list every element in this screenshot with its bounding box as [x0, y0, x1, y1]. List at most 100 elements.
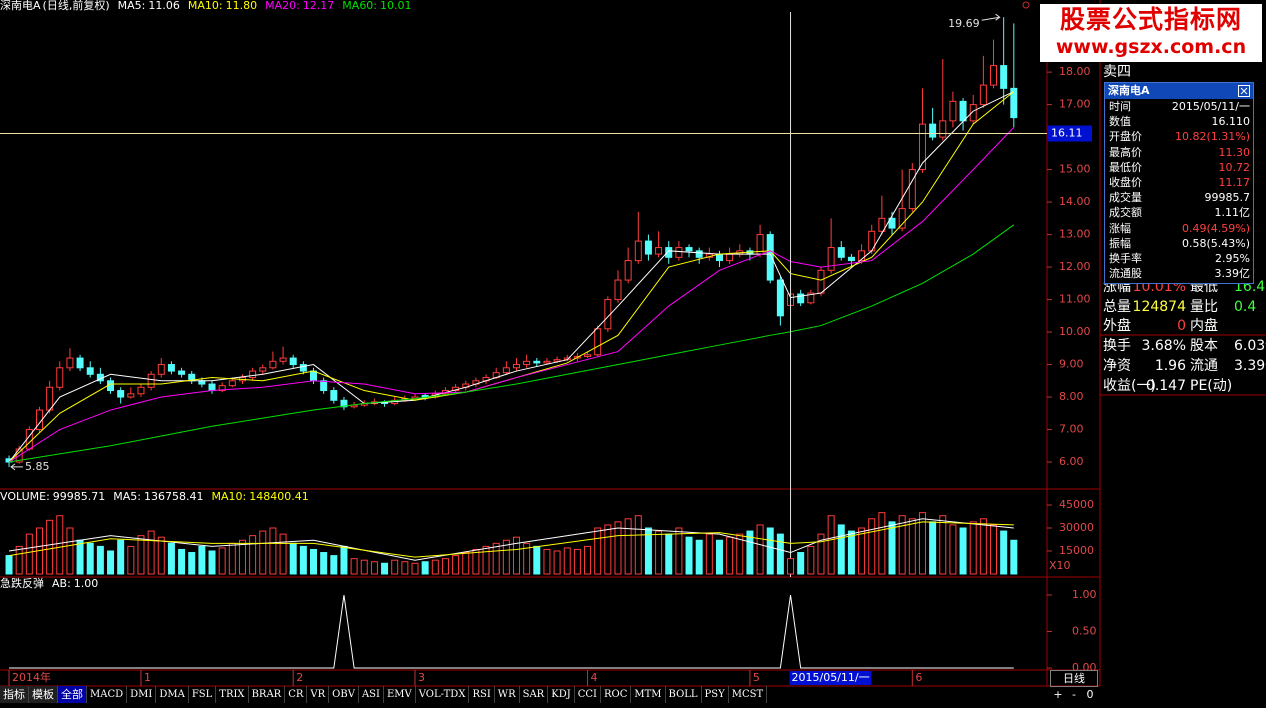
volume-bar	[431, 559, 439, 575]
toolbar-item[interactable]: PSY	[702, 686, 729, 703]
popup-value: 1.11亿	[1214, 206, 1251, 220]
candle-body	[157, 364, 165, 375]
toolbar-item[interactable]: SAR	[520, 686, 549, 703]
candle-body	[939, 120, 947, 138]
quote-label: 总量	[1103, 298, 1131, 315]
volume-bar	[979, 518, 987, 575]
popup-row: 涨幅 0.49(4.59%)	[1105, 221, 1253, 236]
popup-row: 最高价 11.30	[1105, 145, 1253, 160]
toolbar-item[interactable]: OBV	[329, 686, 359, 703]
quote-label: 股本	[1190, 338, 1218, 355]
candle-body	[685, 247, 693, 252]
candle-body	[766, 234, 774, 281]
candle-body	[86, 367, 94, 375]
volume-bar	[644, 527, 652, 575]
x-tick-label: 2	[296, 671, 303, 684]
popup-row: 收盘价 11.17	[1105, 175, 1253, 190]
y-tick-label: 14.00	[1059, 195, 1091, 208]
y-tick-label: 12.00	[1059, 260, 1091, 273]
toolbar-item[interactable]: BRAR	[249, 686, 286, 703]
panel-header: 急跌反弹 AB: 1.00	[0, 576, 98, 590]
candle-body	[310, 370, 318, 382]
popup-label: 最低价	[1109, 160, 1142, 174]
toolbar-item[interactable]: CCI	[575, 686, 601, 703]
toolbar-item[interactable]: EMV	[384, 686, 416, 703]
toolbar-item[interactable]: MTM	[631, 686, 666, 703]
period-button[interactable]: 日线	[1050, 670, 1098, 687]
chart-subtitle: (日线,前复权)	[43, 0, 110, 12]
volume-bar	[959, 527, 967, 575]
candle-body	[330, 390, 338, 401]
close-button[interactable]	[1238, 85, 1250, 97]
toolbar-item[interactable]: MACD	[87, 686, 128, 703]
popup-label: 收盘价	[1109, 175, 1142, 189]
candle-body	[279, 357, 287, 362]
toolbar-item[interactable]: DMI	[127, 686, 157, 703]
volume-bar	[563, 547, 571, 575]
y-tick-label: 10.00	[1059, 325, 1091, 338]
quote-label: 换手	[1103, 338, 1131, 355]
toolbar-item[interactable]: 指标	[0, 686, 29, 703]
toolbar-item[interactable]: MCST	[729, 686, 768, 703]
toolbar-item[interactable]: ROC	[601, 686, 632, 703]
candle-body	[878, 217, 886, 232]
candle-body	[655, 247, 663, 255]
toolbar-item[interactable]: VOL-TDX	[416, 686, 470, 703]
popup-row: 最低价 10.72	[1105, 160, 1253, 175]
toolbar-item[interactable]: KDJ	[548, 686, 575, 703]
popup-value: 11.17	[1218, 175, 1251, 189]
volume-bar	[969, 521, 977, 575]
zoom-buttons: + -0	[1050, 688, 1098, 701]
toolbar-item[interactable]: WR	[495, 686, 520, 703]
zoom-button[interactable]: +	[1053, 688, 1063, 701]
volume-bar	[492, 542, 500, 575]
toolbar-item[interactable]: DMA	[156, 686, 189, 703]
toolbar-item[interactable]: BOLL	[666, 686, 702, 703]
popup-label: 换手率	[1109, 251, 1142, 265]
volume-ma-line	[8, 521, 1014, 558]
legend-value: 136758.41	[144, 490, 204, 503]
popup-title: 深南电A	[1108, 84, 1150, 97]
toolbar-item[interactable]: TRIX	[216, 686, 249, 703]
toolbar-item[interactable]: FSL	[189, 686, 217, 703]
toolbar-item[interactable]: 全部	[58, 686, 87, 703]
volume-bar	[1010, 539, 1018, 575]
low-label: 5.85	[25, 460, 49, 473]
volume-bar	[188, 552, 196, 575]
zoom-button[interactable]: 0	[1086, 688, 1094, 701]
volume-bar	[990, 524, 998, 575]
zoom-button[interactable]: -	[1072, 688, 1076, 701]
toolbar-item[interactable]: 模板	[29, 686, 58, 703]
volume-bar	[685, 536, 693, 575]
volume-bar	[1000, 530, 1008, 575]
y-tick-label: 11.00	[1059, 293, 1091, 306]
volume-bar	[462, 552, 470, 575]
volume-bar	[918, 512, 926, 575]
toolbar-item[interactable]: RSI	[469, 686, 495, 703]
y-tick-label: 1.00	[1072, 588, 1097, 601]
popup-row: 开盘价 10.82(1.31%)	[1105, 129, 1253, 144]
toolbar-item[interactable]: VR	[307, 686, 330, 703]
popup-titlebar: 深南电A	[1105, 83, 1253, 99]
popup-row: 数值 16.110	[1105, 114, 1253, 129]
volume-ma-line	[8, 518, 1014, 561]
crosshair-value: 16.11	[1051, 127, 1083, 140]
candle-body	[898, 208, 906, 229]
candle-body	[959, 100, 967, 122]
legend-name: MA10:	[188, 0, 223, 12]
toolbar-item[interactable]: ASI	[359, 686, 384, 703]
volume-bar	[878, 512, 886, 575]
volume-bar	[310, 548, 318, 575]
candle-body	[594, 328, 602, 356]
volume-bar	[929, 521, 937, 575]
volume-bar	[817, 533, 825, 575]
candle-body	[969, 104, 977, 122]
volume-bar	[76, 539, 84, 575]
candle-body	[178, 370, 186, 375]
toolbar-item[interactable]: CR	[285, 686, 308, 703]
quote-value: 1.96	[1154, 357, 1186, 374]
legend-value: 99985.71	[53, 490, 106, 503]
volume-bar	[847, 530, 855, 575]
candle-body	[675, 247, 683, 258]
candle-body	[614, 279, 622, 301]
